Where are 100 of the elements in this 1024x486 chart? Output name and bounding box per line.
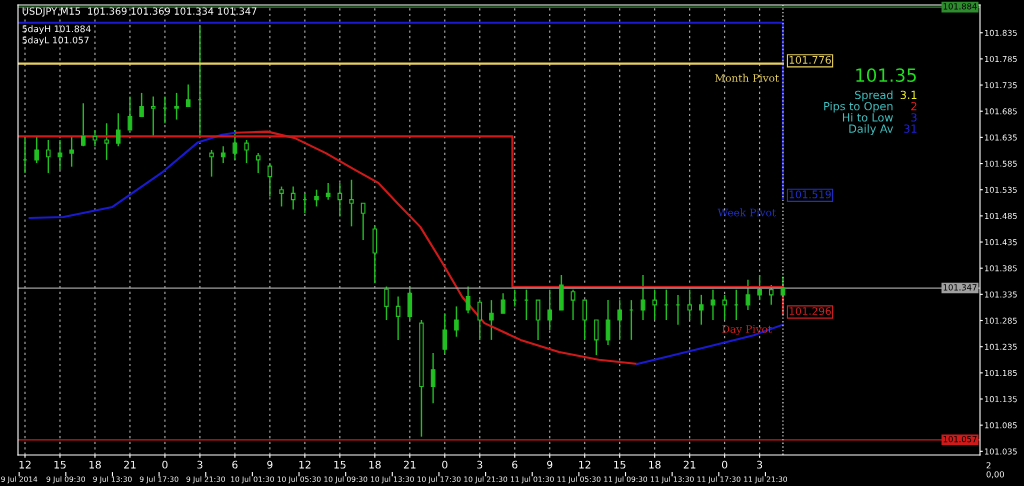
annotation: Pips to Open (824, 101, 893, 113)
candlestick (150, 95, 156, 138)
candlestick (384, 285, 389, 321)
candlestick (232, 129, 238, 161)
annotation: Week Pivot (717, 208, 776, 217)
annotation: Hi to Low (842, 113, 893, 122)
line-series (636, 323, 784, 365)
y-tick-label: 101.235 (985, 343, 1017, 350)
candlestick (349, 179, 354, 228)
text: 2 (986, 462, 991, 469)
y-tick-label: 101.585 (985, 160, 1017, 167)
candlestick (582, 299, 588, 341)
x-tick-label: 6 (512, 460, 518, 469)
chart-title: USDJPY,M15 101.369 101.369 101.334 101.347 (22, 7, 257, 17)
candlestick (185, 83, 191, 108)
x-tick-label: 3 (477, 460, 483, 469)
x-tick-label: 9 (547, 460, 553, 469)
candlestick (127, 95, 133, 131)
y-tick-label: 101.185 (985, 369, 1017, 377)
candlestick (267, 162, 273, 198)
x-tick-label: 3 (757, 460, 763, 469)
candlestick (652, 288, 657, 321)
candlestick (699, 294, 704, 326)
candlestick (162, 95, 168, 124)
x-tick-label: 6 (232, 460, 238, 469)
candlestick (477, 299, 483, 341)
candlestick (570, 288, 576, 321)
ref-line-label: 101.884 (943, 3, 977, 10)
candlestick (640, 274, 646, 321)
x-tick-label: 18 (649, 460, 661, 469)
annotation: 101.35 (856, 68, 916, 82)
candlestick (57, 139, 63, 171)
candlestick (768, 284, 774, 306)
x-tick-label: 18 (369, 460, 381, 469)
annotation: 2 (911, 101, 917, 111)
candlestick (104, 122, 109, 161)
candlestick (500, 292, 506, 314)
annotation: 31 (904, 124, 917, 133)
y-tick-label: 101.085 (985, 422, 1017, 429)
text: 0,00 (986, 471, 1004, 479)
candlestick (547, 288, 553, 331)
candlestick (535, 299, 541, 341)
candlestick (290, 185, 296, 211)
y-tick-label: 101.635 (985, 134, 1017, 141)
candlestick (325, 182, 331, 201)
candlestick (489, 299, 494, 341)
candlestick (454, 305, 459, 338)
candlestick (34, 135, 39, 164)
y-tick-label: 101.035 (985, 448, 1017, 455)
y-tick-label: 101.535 (985, 186, 1017, 193)
y-tick-label: 101.285 (985, 317, 1017, 324)
annotation: Daily Av (849, 124, 894, 135)
y-tick-label: 101.785 (985, 55, 1017, 63)
candlestick (710, 288, 716, 321)
candlestick (360, 202, 366, 241)
candlestick (255, 152, 261, 174)
y-tick-label: 101.485 (985, 212, 1017, 220)
candlestick (46, 139, 51, 174)
x-tick-label: 12 (579, 460, 591, 469)
annotation: 101.519 (789, 190, 831, 199)
y-tick-label: 101.385 (985, 265, 1017, 272)
candlestick (80, 102, 86, 147)
y-tick-label: 101.685 (985, 108, 1017, 115)
x-tick-label: 21 (124, 460, 136, 469)
x-tick-label: 18 (89, 460, 101, 469)
candlestick (605, 299, 611, 346)
candlestick (594, 319, 599, 356)
x-tick-label: 21 (683, 460, 696, 469)
y-tick-label: 101.735 (985, 82, 1017, 89)
candlestick (722, 294, 727, 321)
annotation: Spread (855, 90, 893, 102)
candlestick (757, 274, 762, 301)
annotation: Month Pivot (715, 73, 780, 82)
x-tick-label: 12 (299, 460, 311, 469)
line-series (28, 131, 238, 220)
annotation: 101.296 (789, 307, 831, 316)
candlestick (279, 185, 284, 208)
candlestick (395, 295, 401, 341)
candlestick (687, 288, 692, 321)
annotation: 3.1 (900, 90, 917, 100)
candlestick (430, 352, 436, 404)
y-tick-label: 101.335 (985, 291, 1017, 298)
candlestick (617, 299, 622, 341)
candlestick (115, 112, 121, 147)
annotation: 5dayH 101.884 (22, 25, 91, 34)
x-tick-label: 15 (54, 460, 66, 469)
x-tick-label: 0 (442, 460, 448, 469)
candlestick (174, 92, 179, 121)
y-tick-label: 101.435 (985, 239, 1017, 246)
x-tick-label: 12 (19, 460, 31, 469)
y-tick-label: 101.835 (985, 29, 1017, 36)
x-tick-label: 15 (614, 460, 626, 469)
x-tick-label: 0 (162, 460, 168, 469)
x-tick-label: 9 (267, 460, 273, 469)
y-tick-label: 101.135 (985, 396, 1017, 403)
candlestick (139, 92, 144, 118)
x-tick-label: 15 (334, 460, 346, 469)
annotation: 101.776 (789, 55, 831, 64)
candlestick (780, 275, 786, 296)
x-tick-label: 0 (722, 460, 728, 469)
